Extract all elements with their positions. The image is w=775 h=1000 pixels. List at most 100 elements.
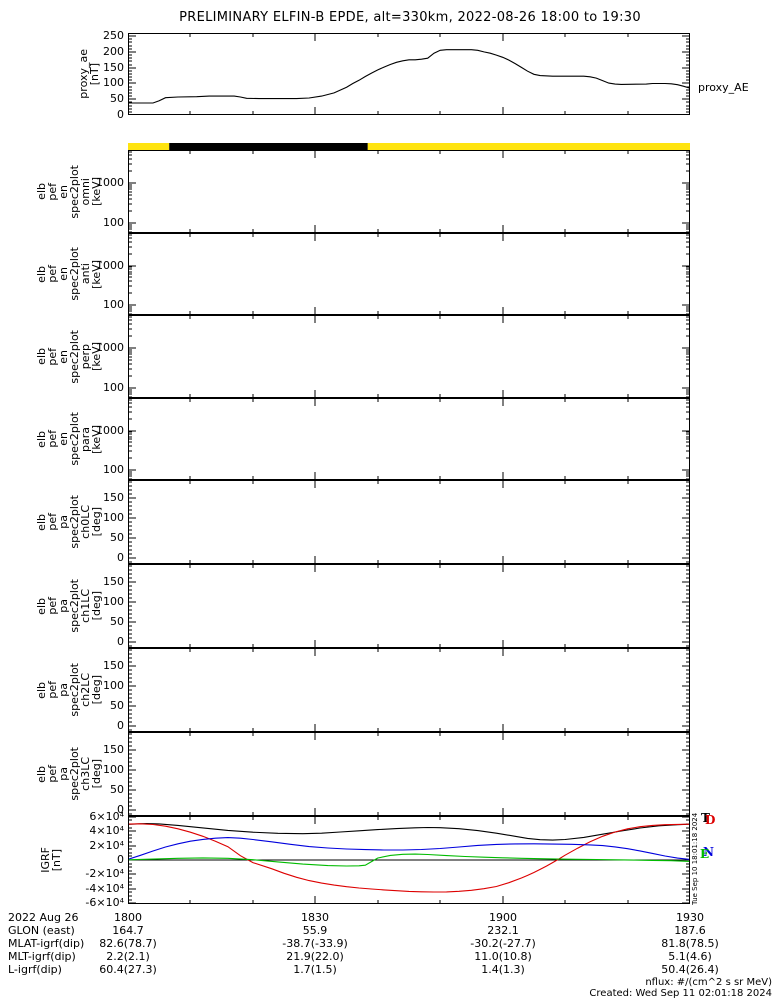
en_omni-ytick-label: 100	[103, 215, 124, 229]
pa_ch3lc-ylabel: elb pef pa spec2plot ch3LC [deg]	[28, 732, 103, 816]
pa_ch0lc-ytick-label: 100	[103, 511, 124, 524]
footer-value: 1.7(1.5)	[293, 963, 337, 976]
pa_ch2lc-plot	[128, 648, 690, 732]
proxy_ae-ytick-label: 200	[103, 44, 124, 58]
footer-value: 60.4(27.3)	[99, 963, 157, 976]
xtick-label-1800: 1800	[114, 911, 142, 924]
pa_ch1lc-ytick-label: 100	[103, 595, 124, 608]
en_para-ytick-label: 100	[103, 462, 124, 476]
igrf-legend-E: E	[700, 847, 710, 861]
footer-value: 82.6(78.7)	[99, 937, 157, 950]
en_perp-ytick-label: 1000	[96, 341, 124, 355]
xtick-label-1930: 1930	[676, 911, 704, 924]
igrf-ytick-label: -2×10⁴	[85, 867, 124, 881]
pa_ch3lc-ytick-label: 50	[110, 783, 124, 796]
xtick-label-1900: 1900	[489, 911, 517, 924]
en_perp-ylabel-word: [keV]	[90, 342, 103, 371]
pa_ch0lc-ylabel-word: [deg]	[90, 507, 103, 537]
footer-value: 164.7	[112, 924, 144, 937]
proxy_ae-plot	[128, 33, 690, 115]
proxy-ae-right-label: proxy_AE	[698, 81, 749, 94]
en_anti-ylabel-word: [keV]	[90, 259, 103, 289]
footer-row-mlat-label: MLAT-igrf(dip)	[8, 937, 85, 950]
footer-value: 232.1	[487, 924, 519, 937]
igrf-ytick-label: 0	[117, 853, 124, 866]
footer-value: 81.8(78.5)	[661, 937, 719, 950]
proxy_ae-ytick-label: 50	[110, 92, 124, 106]
proxy_ae-ylabel-word: [nT]	[88, 62, 101, 86]
igrf-legend-D: D	[705, 813, 716, 827]
plot-title: PRELIMINARY ELFIN-B EPDE, alt=330km, 202…	[179, 10, 641, 25]
pa_ch1lc-ylabel: elb pef pa spec2plot ch1LC [deg]	[28, 564, 103, 648]
igrf-ylabel-word: [nT]	[50, 848, 63, 872]
pa_ch3lc-ytick-label: 100	[103, 763, 124, 776]
igrf-series-N	[128, 837, 690, 860]
en_anti-ylabel: elb pef en spec2plot anti [keV]	[28, 233, 103, 315]
en_anti-ytick-label: 100	[103, 297, 124, 311]
igrf-ytick-label: 4×10⁴	[89, 824, 124, 838]
pa_ch2lc-ylabel-word: [deg]	[90, 675, 103, 705]
sunlight-bar-segment	[367, 143, 690, 150]
pa_ch3lc-ytick-label: 0	[117, 803, 124, 816]
igrf-series-D	[128, 823, 690, 893]
footer-value: 2.2(2.1)	[106, 950, 150, 963]
sunlight-bar-segment	[169, 143, 368, 150]
igrf-ytick-label: 2×10⁴	[89, 838, 124, 852]
footer-value: -30.2(-27.7)	[470, 937, 536, 950]
footer-value: 50.4(26.4)	[661, 963, 719, 976]
pa_ch0lc-plot	[128, 480, 690, 564]
footer-value: 11.0(10.8)	[474, 950, 532, 963]
footer-value: -38.7(-33.9)	[282, 937, 348, 950]
proxy_ae-ylabel: proxy_ae [nT]	[28, 33, 101, 115]
igrf-ytick-label: 6×10⁴	[89, 809, 124, 823]
proxy_ae-ytick-label: 150	[103, 60, 124, 74]
en_omni-ylabel-word: [keV]	[90, 177, 103, 206]
footer-date-label: 2022 Aug 26	[8, 911, 79, 924]
xtick-label-1830: 1830	[301, 911, 329, 924]
en_para-ylabel-word: [keV]	[90, 424, 103, 454]
igrf-legend-N: N	[703, 845, 714, 859]
igrf-legend-T: T	[701, 811, 710, 825]
footer-value: 5.1(4.6)	[668, 950, 712, 963]
igrf-ylabel: IGRF [nT]	[28, 816, 63, 904]
pa_ch3lc-ylabel-word: [deg]	[90, 759, 103, 789]
en_para-plot	[128, 398, 690, 480]
pa_ch1lc-ytick-label: 50	[110, 615, 124, 628]
footer-value: 187.6	[674, 924, 706, 937]
pa_ch1lc-plot	[128, 564, 690, 648]
footer-value: 21.9(22.0)	[286, 950, 344, 963]
en_omni-ytick-label: 1000	[96, 176, 124, 190]
footer-row-glon-label: GLON (east)	[8, 924, 75, 937]
en_anti-ytick-label: 1000	[96, 258, 124, 272]
igrf-ytick-label: -6×10⁴	[85, 896, 124, 910]
pa_ch2lc-ytick-label: 100	[103, 679, 124, 692]
created-timestamp: Created: Wed Sep 11 02:01:18 2024	[589, 988, 772, 999]
proxy_ae-ytick-label: 0	[117, 108, 124, 121]
pa_ch2lc-ylabel: elb pef pa spec2plot ch2LC [deg]	[28, 648, 103, 732]
pa_ch3lc-ytick-label: 150	[103, 743, 124, 756]
pa_ch0lc-ylabel: elb pef pa spec2plot ch0LC [deg]	[28, 480, 103, 564]
en_perp-plot	[128, 315, 690, 398]
pa_ch0lc-ytick-label: 0	[117, 551, 124, 564]
footer-row-l-label: L-igrf(dip)	[8, 963, 62, 976]
en_para-ytick-label: 1000	[96, 423, 124, 437]
igrf-series-E	[128, 853, 690, 867]
igrf-series-T	[128, 823, 690, 841]
en_omni-plot	[128, 150, 690, 233]
en_para-ylabel: elb pef en spec2plot para [keV]	[28, 398, 103, 480]
side-timestamp: Tue Sep 10 18:01:18 2024	[691, 812, 699, 905]
pa_ch1lc-ylabel-word: [deg]	[90, 591, 103, 621]
pa_ch0lc-ytick-label: 150	[103, 491, 124, 504]
pa_ch1lc-ytick-label: 150	[103, 575, 124, 588]
pa_ch2lc-ytick-label: 150	[103, 659, 124, 672]
en_omni-ylabel: elb pef en spec2plot omni [keV]	[28, 150, 103, 233]
pa_ch1lc-ytick-label: 0	[117, 635, 124, 648]
igrf-plot	[128, 816, 690, 904]
en_perp-ytick-label: 100	[103, 380, 124, 394]
igrf-ytick-label: -4×10⁴	[85, 881, 124, 895]
footer-value: 55.9	[302, 924, 328, 937]
sunlight-bar	[128, 143, 690, 150]
footer-row-mlt-label: MLT-igrf(dip)	[8, 950, 76, 963]
en_anti-plot	[128, 233, 690, 315]
